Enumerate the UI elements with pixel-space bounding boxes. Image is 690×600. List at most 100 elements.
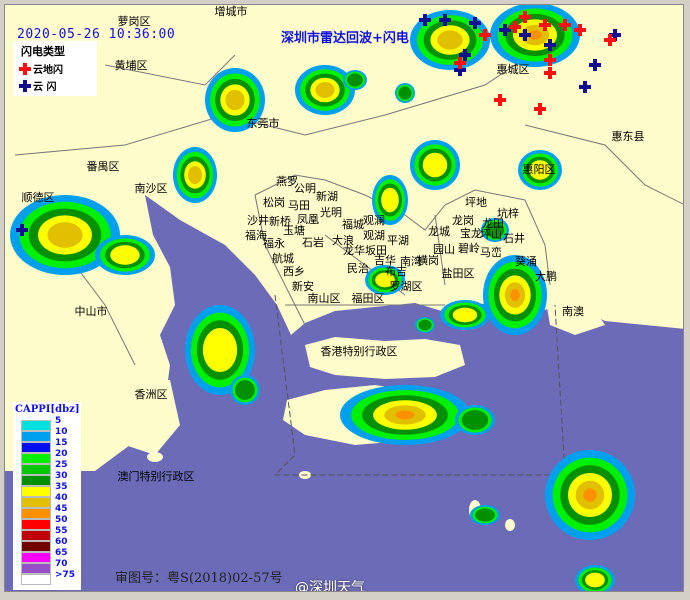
- radar-echo: [381, 187, 399, 213]
- legend-swatch: [21, 530, 51, 541]
- legend-value: 50: [55, 515, 68, 525]
- place-label: 观湖: [363, 229, 385, 242]
- legend-value: 25: [55, 460, 68, 470]
- place-label: 增城市: [214, 5, 248, 18]
- place-label: 龙华: [343, 244, 365, 257]
- legend-swatch: [21, 497, 51, 508]
- legend-value: 35: [55, 482, 68, 492]
- island: [505, 519, 515, 531]
- cloud-lightning-marker: [469, 21, 481, 25]
- cloud-ground-lightning-marker: [559, 23, 571, 27]
- cloud-lightning-marker: [459, 53, 471, 57]
- place-label: 新湖: [316, 190, 338, 203]
- boundary-line: [524, 124, 683, 205]
- cloud-ground-lightning-marker: [509, 25, 521, 29]
- place-label: 福海: [245, 229, 267, 242]
- legend-swatch: [21, 541, 51, 552]
- place-label: 坪地: [465, 196, 487, 209]
- legend-label: 云地闪: [33, 65, 63, 76]
- legend-value: 15: [55, 438, 68, 448]
- timestamp: 2020-05-26 10:36:00: [17, 27, 176, 42]
- place-label: 葵涌: [515, 255, 537, 268]
- place-label: 宝龙: [460, 227, 482, 240]
- legend-swatch: [21, 464, 51, 475]
- place-label: 松岗: [263, 196, 285, 209]
- legend-swatch: [21, 453, 51, 464]
- cloud-ground-lightning-marker: [494, 98, 506, 102]
- place-label: 坂田: [365, 244, 387, 257]
- place-label: 玉塘: [283, 224, 305, 237]
- radar-echo: [485, 222, 505, 238]
- legend-value: 30: [55, 471, 68, 481]
- radar-echo: [437, 30, 463, 50]
- radar-echo: [110, 245, 140, 265]
- place-label: 石岩: [302, 236, 324, 249]
- map-approval-number: 审图号：粤S(2018)02-57号: [115, 571, 283, 586]
- legend-value: 5: [55, 416, 62, 426]
- radar-echo: [375, 272, 395, 288]
- legend-swatch: [21, 431, 51, 442]
- place-label: 惠东县: [611, 130, 645, 143]
- place-label: 中山市: [74, 305, 108, 318]
- radar-echo: [347, 73, 363, 87]
- place-label: 凤凰: [297, 213, 319, 226]
- legend-swatch: [21, 420, 51, 431]
- cloud-ground-lightning-marker: [519, 15, 531, 19]
- place-label: 福永: [263, 237, 285, 250]
- radar-map-window: 增城市 萝岗区 黄埔区 东莞市 番禺区 南沙区 顺德区 中山市 香洲区 澳门特别行政区 香港特别行政…: [4, 4, 684, 592]
- radar-echo: [235, 380, 255, 400]
- legend-value: 65: [55, 548, 68, 558]
- place-label: 燕罗: [276, 175, 298, 188]
- district-boundaries: [14, 44, 683, 476]
- legend-value: 40: [55, 493, 68, 503]
- radar-map: [5, 5, 683, 591]
- boundary-line: [434, 214, 446, 286]
- place-label: 大浪: [332, 234, 354, 247]
- radar-echo: [422, 152, 448, 178]
- island: [321, 307, 329, 313]
- legend-swatch: [21, 552, 51, 563]
- radar-echo: [461, 410, 489, 430]
- cloud-ground-lightning-marker: [454, 61, 466, 65]
- legend-cloud-cloud: 云 闪: [19, 78, 56, 93]
- lightning-legend-title: 闪电类型: [21, 45, 65, 58]
- radar-echo: [583, 488, 597, 502]
- place-label: 南澳: [562, 305, 584, 318]
- place-label: 龙田: [482, 217, 504, 230]
- place-label: 横岗: [417, 254, 439, 267]
- place-label: 坪山: [480, 228, 502, 241]
- place-label: 布吉: [385, 265, 407, 278]
- place-label: 惠城区: [496, 63, 530, 76]
- place-label: 顺德区: [21, 191, 55, 204]
- cloud-lightning-marker: [439, 18, 451, 22]
- radar-echo: [585, 572, 605, 588]
- place-label: 福田区: [351, 292, 385, 305]
- map-title: 深圳市雷达回波+闪电: [281, 31, 409, 46]
- radar-echo: [529, 160, 551, 180]
- status-bar: [0, 592, 690, 600]
- radar-echo: [452, 307, 478, 323]
- legend-value: 45: [55, 504, 68, 514]
- place-label: 新安: [292, 280, 314, 293]
- place-label: 新桥: [269, 215, 291, 228]
- place-label: 马峦: [480, 246, 502, 259]
- place-label: 南山区: [307, 292, 341, 305]
- legend-swatch: [21, 442, 51, 453]
- place-label: 萝岗区: [117, 15, 151, 28]
- legend-cloud-ground: 云地闪: [19, 61, 63, 76]
- radar-echo: [225, 89, 245, 111]
- place-label: 民治: [347, 262, 369, 275]
- cloud-ground-lightning-marker: [479, 33, 491, 37]
- radar-echo: [418, 319, 432, 331]
- boundary-line: [14, 44, 546, 156]
- cloud-lightning-marker: [589, 63, 601, 67]
- place-label: 番禺区: [86, 160, 120, 173]
- cloud-lightning-marker: [579, 85, 591, 89]
- cloud-lightning-marker: [499, 28, 511, 32]
- weibo-watermark: @深圳天气: [295, 580, 365, 592]
- radar-echo: [528, 30, 542, 40]
- place-label: 澳门特别行政区: [117, 470, 195, 483]
- place-label: 龙城: [428, 225, 450, 238]
- lightning-type-legend: 闪电类型 云地闪 云 闪: [13, 41, 97, 96]
- blue-cross-icon: [19, 79, 31, 92]
